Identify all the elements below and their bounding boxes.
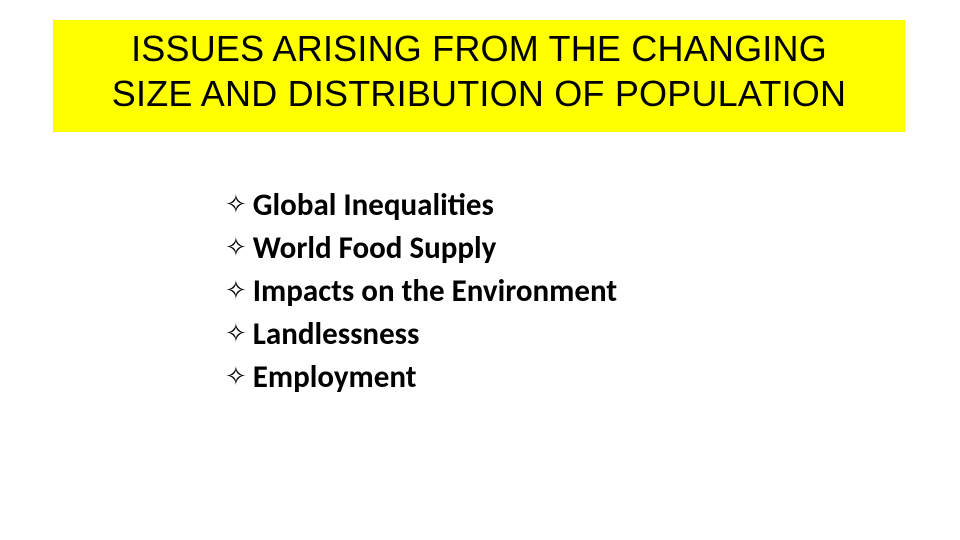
list-item: ✧ World Food Supply bbox=[225, 227, 617, 268]
list-item-text: Global Inequalities bbox=[253, 186, 494, 224]
diamond-bullet-icon: ✧ bbox=[225, 275, 247, 306]
diamond-bullet-icon: ✧ bbox=[225, 318, 247, 349]
bullet-list: ✧ Global Inequalities ✧ World Food Suppl… bbox=[225, 184, 617, 399]
slide: ISSUES ARISING FROM THE CHANGING SIZE AN… bbox=[0, 0, 960, 540]
list-item: ✧ Global Inequalities bbox=[225, 184, 617, 225]
list-item-text: Impacts on the Environment bbox=[253, 272, 617, 310]
list-item-text: Employment bbox=[253, 358, 417, 396]
title-line-1: ISSUES ARISING FROM THE CHANGING bbox=[53, 26, 905, 71]
list-item: ✧ Employment bbox=[225, 356, 617, 397]
list-item-text: Landlessness bbox=[253, 315, 420, 353]
list-item-text: World Food Supply bbox=[253, 229, 497, 267]
title-box: ISSUES ARISING FROM THE CHANGING SIZE AN… bbox=[53, 20, 905, 132]
list-item: ✧ Landlessness bbox=[225, 313, 617, 354]
diamond-bullet-icon: ✧ bbox=[225, 361, 247, 392]
diamond-bullet-icon: ✧ bbox=[225, 189, 247, 220]
diamond-bullet-icon: ✧ bbox=[225, 232, 247, 263]
list-item: ✧ Impacts on the Environment bbox=[225, 270, 617, 311]
title-line-2: SIZE AND DISTRIBUTION OF POPULATION bbox=[53, 71, 905, 116]
